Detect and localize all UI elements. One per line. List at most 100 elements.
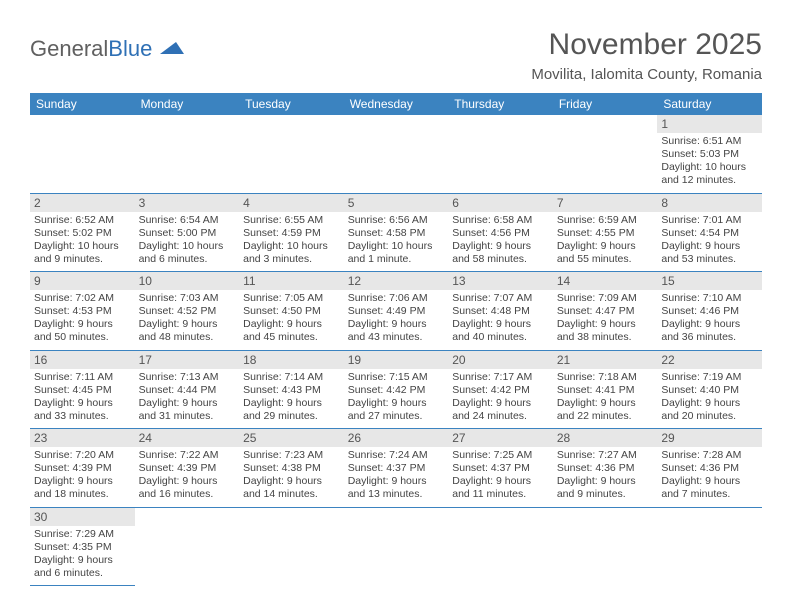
day-number: 2: [30, 194, 135, 212]
day-info: Sunrise: 7:02 AMSunset: 4:53 PMDaylight:…: [34, 292, 131, 345]
day-info: Sunrise: 7:03 AMSunset: 4:52 PMDaylight:…: [139, 292, 236, 345]
calendar-cell: 1 Sunrise: 6:51 AMSunset: 5:03 PMDaylight…: [657, 115, 762, 193]
day-number: 7: [553, 194, 658, 212]
calendar-cell: 26 Sunrise: 7:24 AMSunset: 4:37 PMDayligh…: [344, 429, 449, 508]
day-info: Sunrise: 7:27 AMSunset: 4:36 PMDaylight:…: [557, 449, 654, 502]
day-info: Sunrise: 7:09 AMSunset: 4:47 PMDaylight:…: [557, 292, 654, 345]
calendar-cell: [448, 115, 553, 193]
day-info: Sunrise: 6:59 AMSunset: 4:55 PMDaylight:…: [557, 214, 654, 267]
calendar-row: 16 Sunrise: 7:11 AMSunset: 4:45 PMDayligh…: [30, 350, 762, 429]
calendar-cell: [30, 115, 135, 193]
calendar-cell: 16 Sunrise: 7:11 AMSunset: 4:45 PMDayligh…: [30, 350, 135, 429]
day-info: Sunrise: 6:51 AMSunset: 5:03 PMDaylight:…: [661, 135, 758, 188]
calendar-cell: [239, 115, 344, 193]
weekday-header: Friday: [553, 93, 658, 115]
calendar-cell: 4 Sunrise: 6:55 AMSunset: 4:59 PMDaylight…: [239, 193, 344, 272]
calendar-cell: 8Sunrise: 7:01 AMSunset: 4:54 PMDaylight…: [657, 193, 762, 272]
day-info: Sunrise: 7:23 AMSunset: 4:38 PMDaylight:…: [243, 449, 340, 502]
logo-flag-icon: [160, 42, 184, 58]
calendar-cell: [553, 115, 658, 193]
day-number: 16: [30, 351, 135, 369]
day-info: Sunrise: 7:29 AMSunset: 4:35 PMDaylight:…: [34, 528, 131, 581]
day-number: 13: [448, 272, 553, 290]
weekday-header: Wednesday: [344, 93, 449, 115]
calendar-table: Sunday Monday Tuesday Wednesday Thursday…: [30, 93, 762, 586]
day-number: 24: [135, 429, 240, 447]
calendar-cell: 22Sunrise: 7:19 AMSunset: 4:40 PMDayligh…: [657, 350, 762, 429]
calendar-cell: 2 Sunrise: 6:52 AMSunset: 5:02 PMDaylight…: [30, 193, 135, 272]
day-info: Sunrise: 7:14 AMSunset: 4:43 PMDaylight:…: [243, 371, 340, 424]
day-info: Sunrise: 6:56 AMSunset: 4:58 PMDaylight:…: [348, 214, 445, 267]
calendar-cell: 30 Sunrise: 7:29 AMSunset: 4:35 PMDayligh…: [30, 507, 135, 586]
day-info: Sunrise: 7:13 AMSunset: 4:44 PMDaylight:…: [139, 371, 236, 424]
calendar-cell: 10 Sunrise: 7:03 AMSunset: 4:52 PMDayligh…: [135, 272, 240, 351]
page-subtitle: Movilita, Ialomita County, Romania: [30, 66, 762, 83]
day-number: 15: [657, 272, 762, 290]
calendar-row: 30 Sunrise: 7:29 AMSunset: 4:35 PMDayligh…: [30, 507, 762, 586]
weekday-header: Sunday: [30, 93, 135, 115]
day-number: 9: [30, 272, 135, 290]
day-number: 18: [239, 351, 344, 369]
day-number: 10: [135, 272, 240, 290]
calendar-cell: 12 Sunrise: 7:06 AMSunset: 4:49 PMDayligh…: [344, 272, 449, 351]
logo-text-1: General: [30, 36, 108, 61]
day-info: Sunrise: 7:11 AMSunset: 4:45 PMDaylight:…: [34, 371, 131, 424]
calendar-cell: 6 Sunrise: 6:58 AMSunset: 4:56 PMDaylight…: [448, 193, 553, 272]
calendar-row: 23Sunrise: 7:20 AMSunset: 4:39 PMDayligh…: [30, 429, 762, 508]
day-number: 26: [344, 429, 449, 447]
calendar-cell: 17 Sunrise: 7:13 AMSunset: 4:44 PMDayligh…: [135, 350, 240, 429]
calendar-cell: 25 Sunrise: 7:23 AMSunset: 4:38 PMDayligh…: [239, 429, 344, 508]
day-info: Sunrise: 7:15 AMSunset: 4:42 PMDaylight:…: [348, 371, 445, 424]
calendar-cell: [135, 507, 240, 586]
calendar-row: 9 Sunrise: 7:02 AMSunset: 4:53 PMDaylight…: [30, 272, 762, 351]
day-number: 19: [344, 351, 449, 369]
day-number: 4: [239, 194, 344, 212]
day-info: Sunrise: 7:17 AMSunset: 4:42 PMDaylight:…: [452, 371, 549, 424]
day-number: 28: [553, 429, 658, 447]
calendar-cell: 28 Sunrise: 7:27 AMSunset: 4:36 PMDayligh…: [553, 429, 658, 508]
day-number: 6: [448, 194, 553, 212]
day-number: 21: [553, 351, 658, 369]
calendar-cell: [657, 507, 762, 586]
day-number: 29: [657, 429, 762, 447]
calendar-cell: 29Sunrise: 7:28 AMSunset: 4:36 PMDayligh…: [657, 429, 762, 508]
calendar-cell: 15 Sunrise: 7:10 AMSunset: 4:46 PMDayligh…: [657, 272, 762, 351]
calendar-cell: 24 Sunrise: 7:22 AMSunset: 4:39 PMDayligh…: [135, 429, 240, 508]
day-info: Sunrise: 6:55 AMSunset: 4:59 PMDaylight:…: [243, 214, 340, 267]
day-number: 17: [135, 351, 240, 369]
day-info: Sunrise: 7:06 AMSunset: 4:49 PMDaylight:…: [348, 292, 445, 345]
day-info: Sunrise: 6:58 AMSunset: 4:56 PMDaylight:…: [452, 214, 549, 267]
calendar-row: 1 Sunrise: 6:51 AMSunset: 5:03 PMDaylight…: [30, 115, 762, 193]
calendar-cell: [344, 115, 449, 193]
day-info: Sunrise: 6:54 AMSunset: 5:00 PMDaylight:…: [139, 214, 236, 267]
weekday-header: Saturday: [657, 93, 762, 115]
calendar-cell: 20Sunrise: 7:17 AMSunset: 4:42 PMDayligh…: [448, 350, 553, 429]
calendar-cell: 5 Sunrise: 6:56 AMSunset: 4:58 PMDaylight…: [344, 193, 449, 272]
logo-text-2: Blue: [108, 36, 152, 61]
calendar-cell: 18 Sunrise: 7:14 AMSunset: 4:43 PMDayligh…: [239, 350, 344, 429]
day-number: 3: [135, 194, 240, 212]
calendar-cell: [239, 507, 344, 586]
calendar-cell: 3 Sunrise: 6:54 AMSunset: 5:00 PMDaylight…: [135, 193, 240, 272]
day-info: Sunrise: 6:52 AMSunset: 5:02 PMDaylight:…: [34, 214, 131, 267]
day-number: 5: [344, 194, 449, 212]
day-info: Sunrise: 7:22 AMSunset: 4:39 PMDaylight:…: [139, 449, 236, 502]
day-info: Sunrise: 7:24 AMSunset: 4:37 PMDaylight:…: [348, 449, 445, 502]
calendar-cell: [553, 507, 658, 586]
day-number: 1: [657, 115, 762, 133]
day-info: Sunrise: 7:05 AMSunset: 4:50 PMDaylight:…: [243, 292, 340, 345]
calendar-cell: 13Sunrise: 7:07 AMSunset: 4:48 PMDayligh…: [448, 272, 553, 351]
day-info: Sunrise: 7:01 AMSunset: 4:54 PMDaylight:…: [661, 214, 758, 267]
calendar-cell: [344, 507, 449, 586]
calendar-cell: 9 Sunrise: 7:02 AMSunset: 4:53 PMDaylight…: [30, 272, 135, 351]
day-number: 30: [30, 508, 135, 526]
day-number: 25: [239, 429, 344, 447]
day-number: 23: [30, 429, 135, 447]
day-number: 14: [553, 272, 658, 290]
day-number: 12: [344, 272, 449, 290]
day-number: 27: [448, 429, 553, 447]
calendar-cell: 11Sunrise: 7:05 AMSunset: 4:50 PMDayligh…: [239, 272, 344, 351]
weekday-header-row: Sunday Monday Tuesday Wednesday Thursday…: [30, 93, 762, 115]
day-info: Sunrise: 7:10 AMSunset: 4:46 PMDaylight:…: [661, 292, 758, 345]
calendar-cell: 19 Sunrise: 7:15 AMSunset: 4:42 PMDayligh…: [344, 350, 449, 429]
